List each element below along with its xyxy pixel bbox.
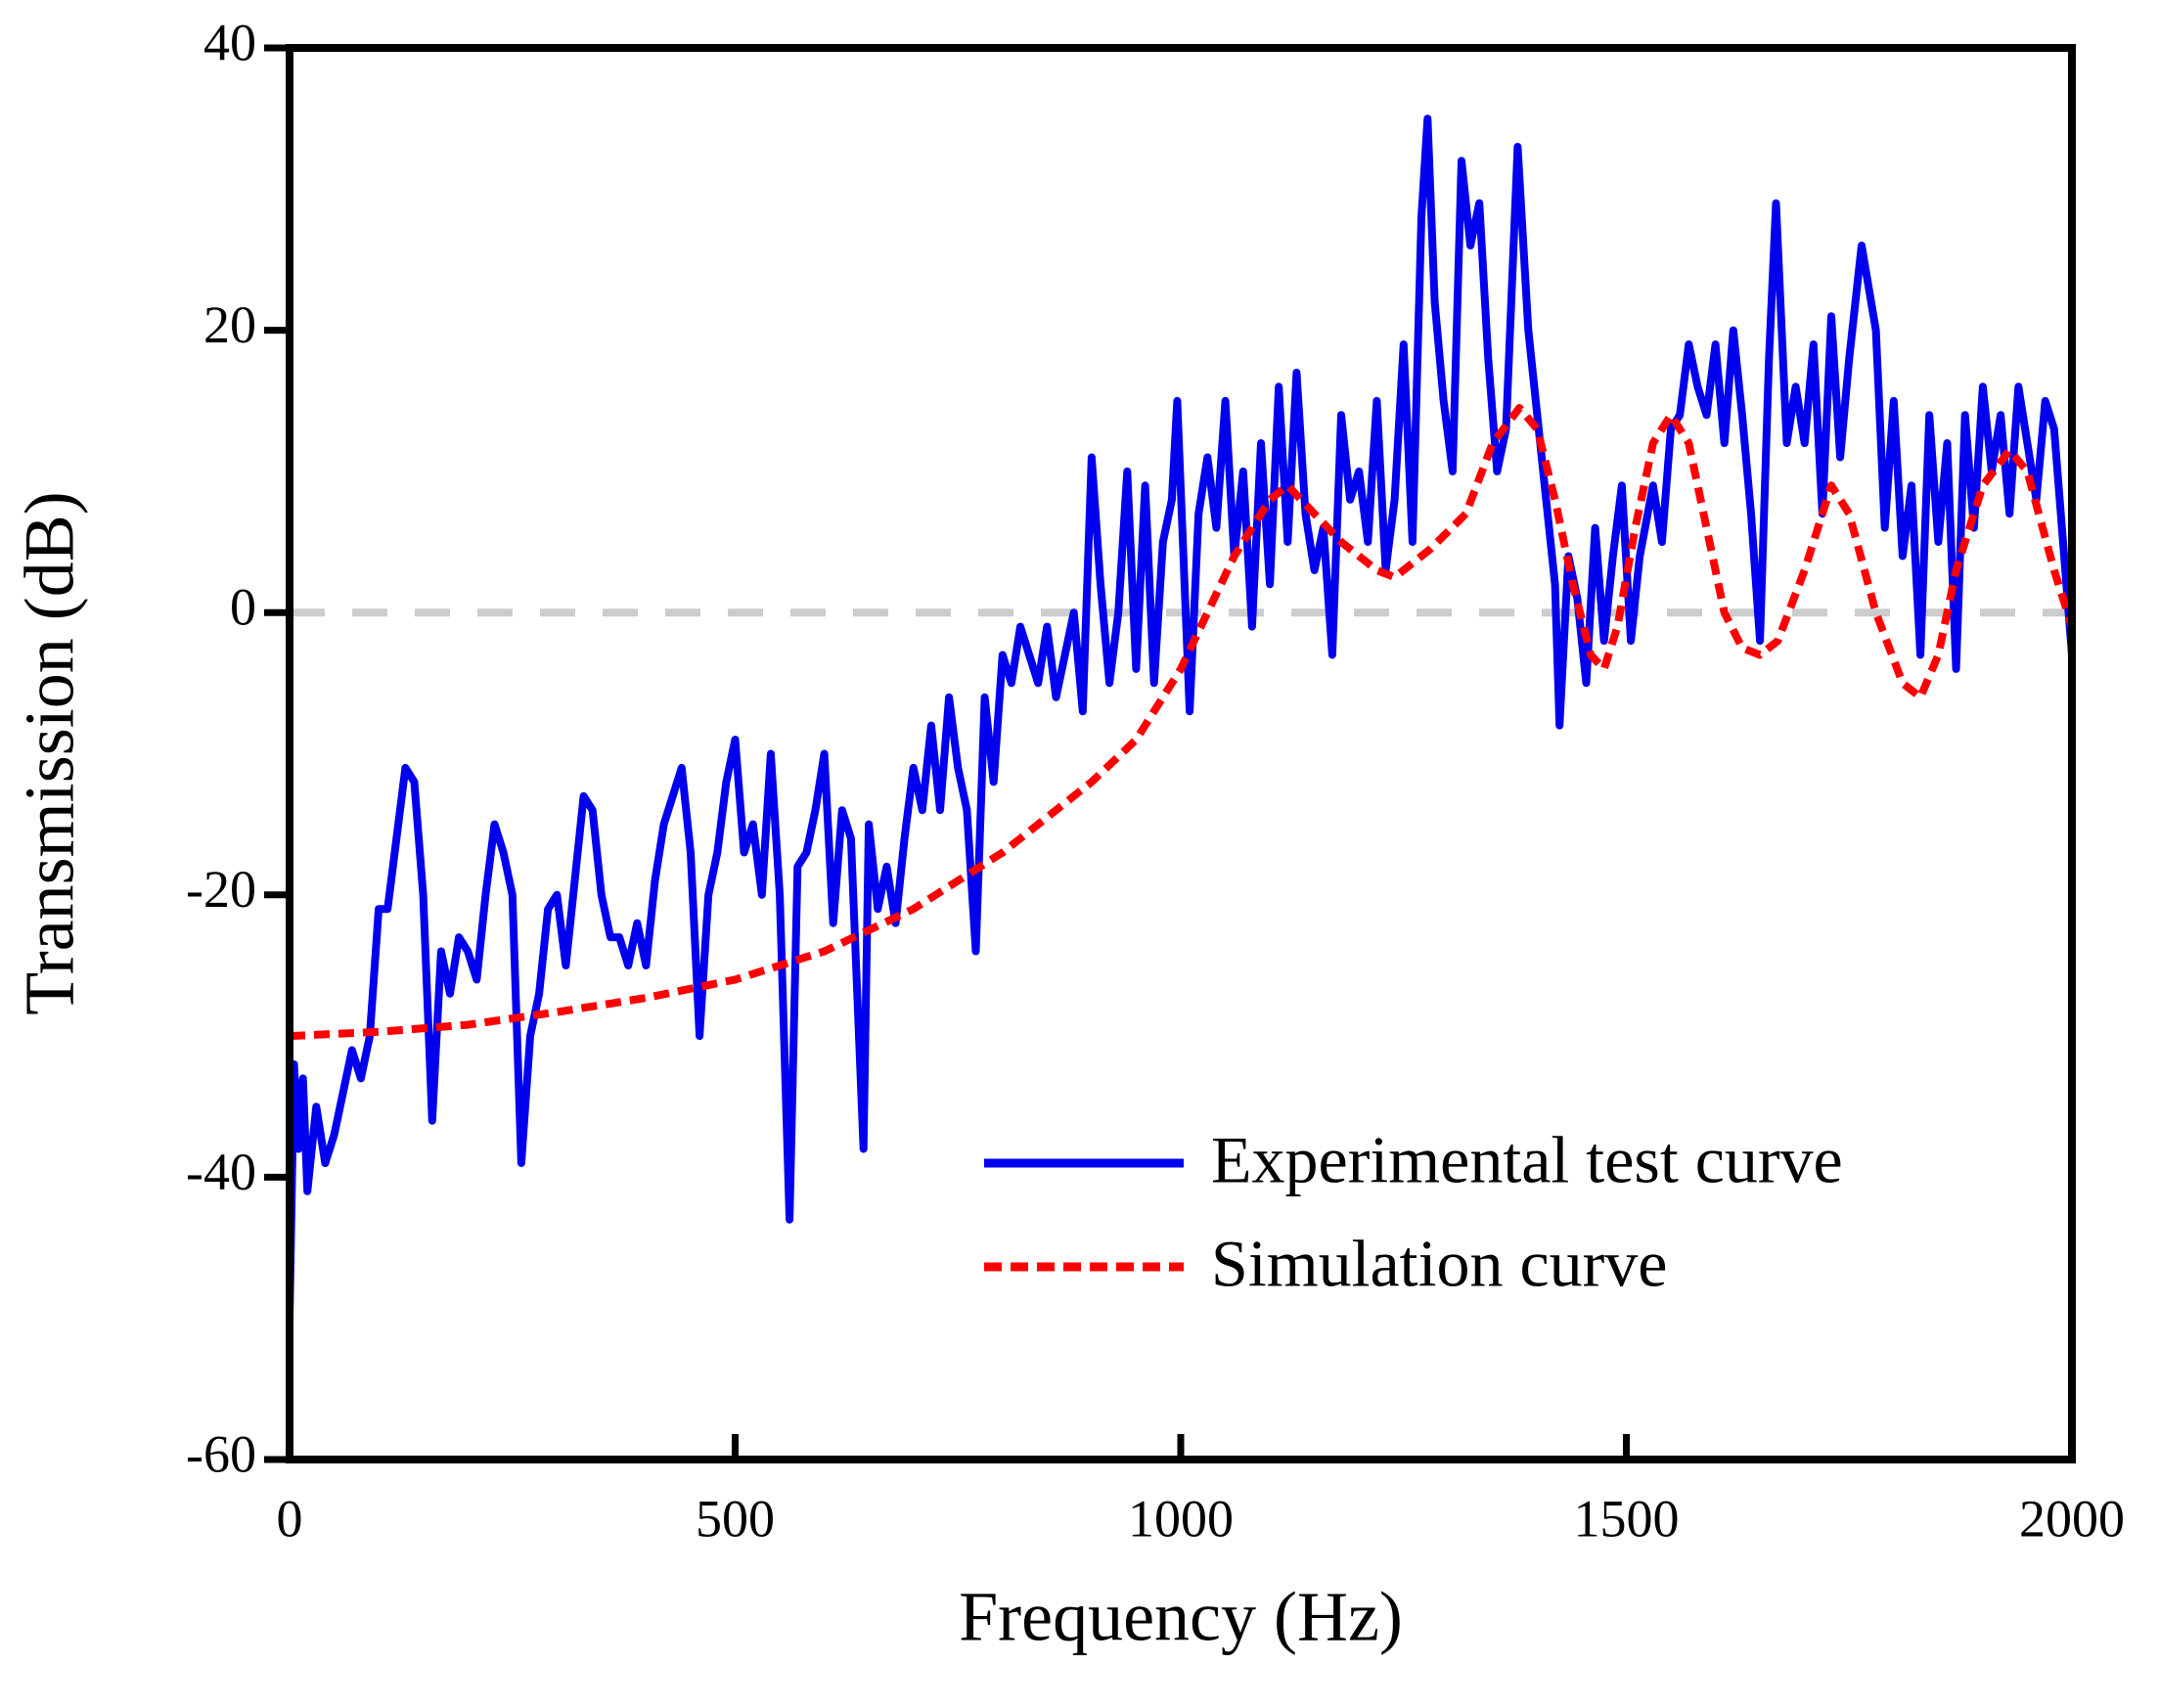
x-tick-label: 1000	[1128, 1489, 1234, 1548]
x-tick-label: 0	[277, 1489, 303, 1548]
x-tick-label: 500	[696, 1489, 775, 1548]
y-tick-label: 20	[203, 295, 256, 354]
x-tick-label: 1500	[1574, 1489, 1680, 1548]
y-tick-label: 0	[230, 578, 256, 637]
legend-label: Simulation curve	[1211, 1227, 1667, 1301]
y-axis-label: Transmission (dB)	[11, 491, 89, 1014]
y-tick-label: -40	[186, 1143, 256, 1201]
series-line	[290, 404, 2072, 1041]
plot-frame	[286, 44, 2076, 1463]
x-tick-label: 2000	[2019, 1489, 2125, 1548]
y-tick-label: -20	[186, 860, 256, 919]
y-tick-label: -60	[186, 1424, 256, 1483]
legend-label: Experimental test curve	[1211, 1123, 1843, 1197]
series-line	[290, 114, 2072, 1319]
y-tick-label: 40	[203, 13, 256, 71]
x-axis-label: Frequency (Hz)	[959, 1578, 1403, 1656]
